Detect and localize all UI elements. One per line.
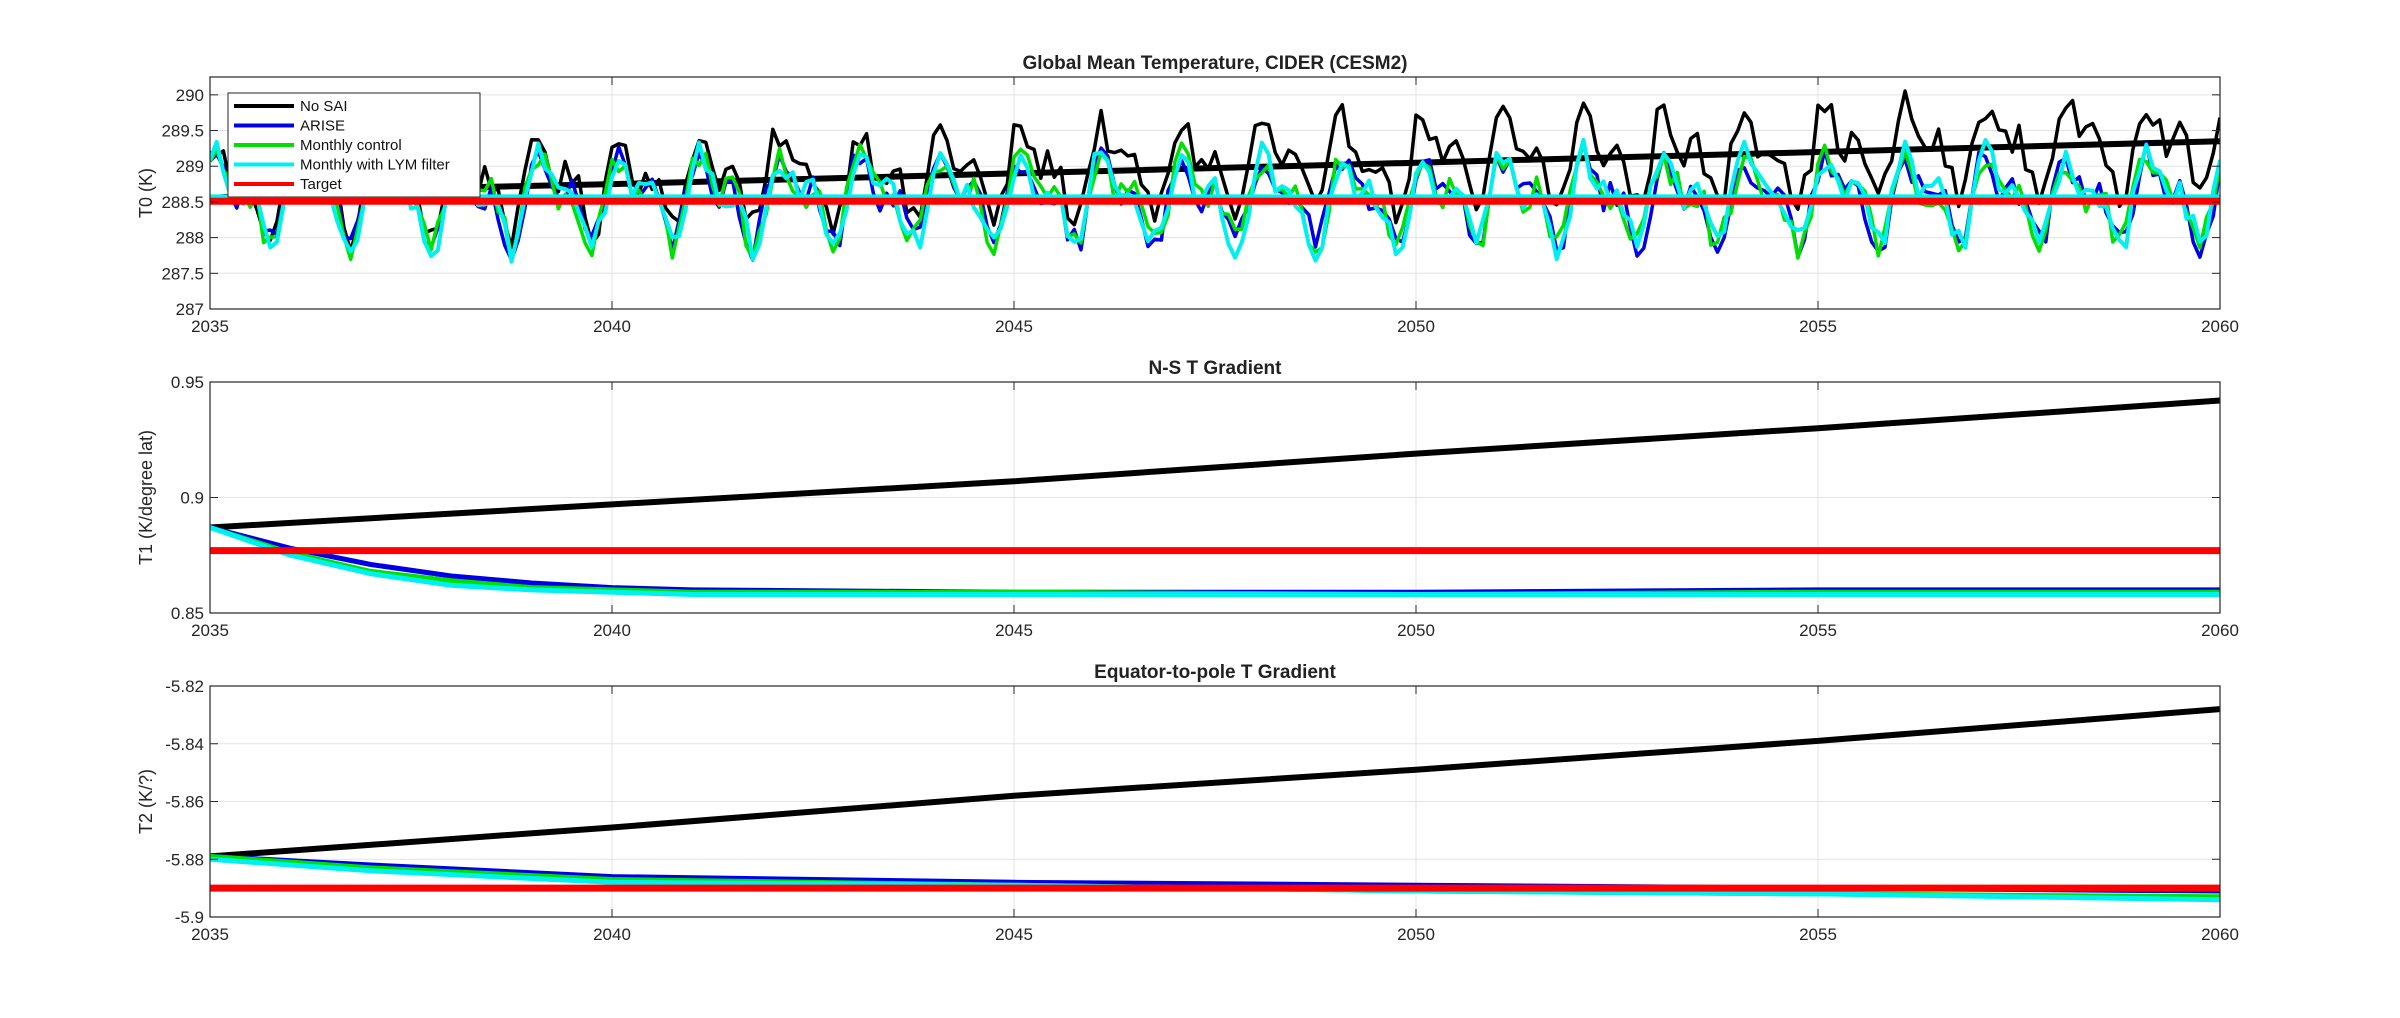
chart-title: Equator-to-pole T Gradient (1094, 662, 1336, 683)
y-tick-label: -5.82 (165, 677, 204, 696)
x-tick-label: 2060 (2201, 925, 2239, 944)
series-line-no-sai (210, 706, 2220, 860)
panel-1: 2035 2040 2045 2050 2055 2060 287 287.5 288 288.5… (136, 53, 2239, 336)
series-group (210, 89, 2220, 264)
series-line-no-sai (210, 397, 2220, 531)
x-tick-label: 2055 (1799, 925, 1837, 944)
y-axis-label: T0 (K) (136, 168, 156, 218)
y-tick-label: 0.85 (171, 604, 204, 623)
axes-box (209, 76, 2221, 310)
x-tick-label: 2055 (1799, 317, 1837, 336)
x-tick-label: 2055 (1799, 621, 1837, 640)
panel-2: 2035 2040 2045 2050 2055 2060 0.85 0.9 0.95 N-S T… (136, 358, 2239, 640)
chart-title: Global Mean Temperature, CIDER (CESM2) (1023, 53, 1408, 74)
y-tick-label: 287 (176, 300, 204, 319)
y-axis-label: T2 (K/?) (136, 769, 156, 834)
legend-label-arise: ARISE (300, 118, 345, 135)
x-tick-label: 2060 (2201, 621, 2239, 640)
legend-label-monthly-control: Monthly control (300, 137, 402, 154)
y-tick-label: -5.86 (165, 793, 204, 812)
series-line-monthly-with-lym-filter-monthly (210, 137, 2220, 264)
x-tick-label: 2040 (593, 925, 631, 944)
series-group (210, 706, 2220, 903)
chart-panels: 2035 2040 2045 2050 2055 2060 287 287.5 288 288.5… (136, 53, 2239, 944)
y-tick-label: 0.95 (171, 373, 204, 392)
series-group (210, 397, 2220, 597)
y-tick-label: 289 (176, 157, 204, 176)
x-tick-label: 2045 (995, 621, 1033, 640)
x-tick-label: 2035 (191, 317, 229, 336)
y-tick-label: -5.84 (165, 735, 204, 754)
y-tick-label: -5.88 (165, 850, 204, 869)
panel-3: 2035 2040 2045 2050 2055 2060 -5.9 -5.88 -5.86 -5… (136, 662, 2239, 944)
series-line-monthly-with-lym-filter (210, 525, 2220, 597)
x-tick-label: 2040 (593, 621, 631, 640)
plot-area (210, 77, 2220, 309)
x-tick-label: 2035 (191, 621, 229, 640)
x-tick-label: 2050 (1397, 621, 1435, 640)
y-tick-label: -5.9 (175, 908, 204, 927)
x-tick-label: 2045 (995, 925, 1033, 944)
x-tick-label: 2045 (995, 317, 1033, 336)
series-line-no-sai-monthly (210, 89, 2220, 253)
ticks: 2035 2040 2045 2050 2055 2060 287 287.5 288 288.5… (161, 77, 2239, 336)
ticks: 2035 2040 2045 2050 2055 2060 0.85 0.9 0.95 (171, 373, 2239, 640)
y-tick-label: 287.5 (161, 264, 204, 283)
y-tick-label: 288 (176, 229, 204, 248)
legend-label-target: Target (300, 176, 343, 193)
legend-label-monthly-with-lym-filter: Monthly with LYM filter (300, 157, 450, 174)
y-tick-label: 290 (176, 86, 204, 105)
y-tick-label: 0.9 (180, 489, 204, 508)
ticks: 2035 2040 2045 2050 2055 2060 -5.9 -5.88 -5.86 -5… (165, 677, 2239, 944)
legend-label-no-sai: No SAI (300, 98, 348, 115)
legend: No SAI ARISE Monthly control Monthly with L… (227, 92, 481, 198)
x-tick-label: 2035 (191, 925, 229, 944)
y-tick-label: 289.5 (161, 122, 204, 141)
x-tick-label: 2040 (593, 317, 631, 336)
y-axis-label: T1 (K/degree lat) (136, 430, 156, 565)
x-tick-label: 2050 (1397, 317, 1435, 336)
x-tick-label: 2060 (2201, 317, 2239, 336)
chart-title: N-S T Gradient (1148, 358, 1282, 379)
y-tick-label: 288.5 (161, 193, 204, 212)
x-tick-label: 2050 (1397, 925, 1435, 944)
